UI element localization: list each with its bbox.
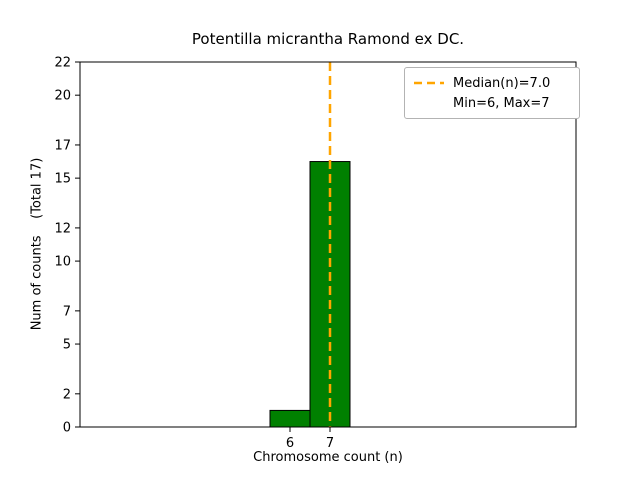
y-tick-label: 2: [63, 387, 71, 402]
median-dashed-line-sample: [414, 81, 444, 85]
y-tick-label: 22: [54, 56, 71, 71]
x-tick-label: 6: [286, 436, 294, 451]
legend-entry-median: Median(n)=7.0: [413, 73, 571, 93]
bar-6: [269, 409, 311, 428]
y-tick-label: 12: [54, 221, 71, 236]
y-axis-label: Num of counts (Total 17): [29, 157, 45, 331]
y-tick-label: 20: [54, 89, 71, 104]
y-tick-label: 10: [54, 255, 71, 270]
y-tick-label: 17: [54, 138, 71, 153]
y-tick-label: 5: [63, 338, 71, 353]
legend: Median(n)=7.0 Min=6, Max=7: [404, 67, 580, 119]
x-axis-label: Chromosome count (n): [253, 450, 403, 465]
legend-spacer: [413, 93, 445, 113]
legend-median-label: Median(n)=7.0: [453, 75, 551, 91]
y-tick-label: 15: [54, 172, 71, 187]
y-tick-label: 0: [63, 421, 71, 436]
axes-frame: [79, 61, 577, 428]
x-tick-label: 7: [326, 436, 334, 451]
y-tick-label: 7: [63, 304, 71, 319]
legend-entry-minmax: Min=6, Max=7: [413, 93, 571, 113]
legend-minmax-label: Min=6, Max=7: [453, 95, 550, 111]
chart-title: Potentilla micrantha Ramond ex DC.: [191, 30, 465, 48]
